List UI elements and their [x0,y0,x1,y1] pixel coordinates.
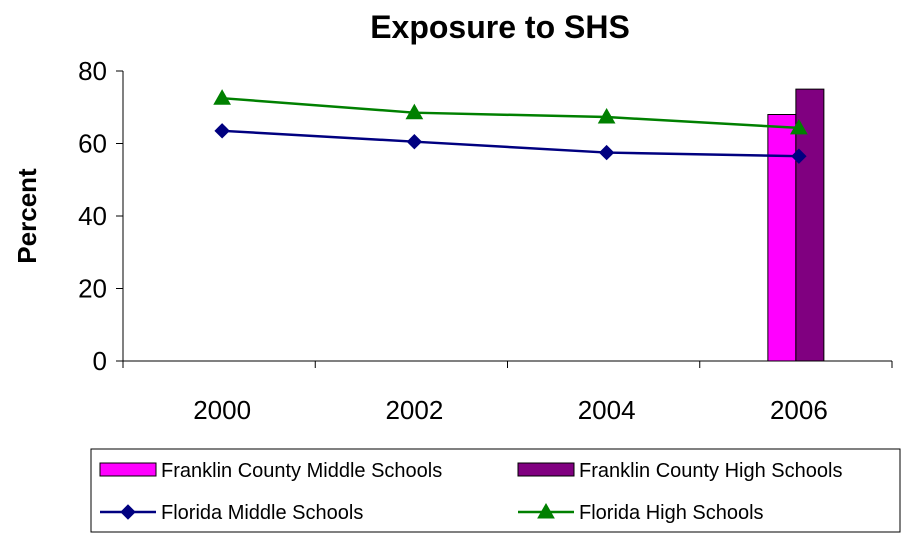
point-florida-middle-schools [598,144,615,161]
x-tick-label: 2002 [385,395,443,425]
line-florida-high-schools [222,96,799,130]
point-florida-high-schools [790,118,808,135]
bar-franklin-county-high-schools [795,88,825,362]
x-tick-label: 2000 [193,395,251,425]
point-florida-middle-schools [214,123,230,139]
point-florida-middle-schools [406,133,423,150]
y-tick-label: 0 [93,346,107,376]
legend-swatch-franklin-county-middle-schools [99,462,157,477]
line-florida-middle-schools [222,129,799,158]
x-tick-label: 2004 [578,395,636,425]
bar-franklin-county-middle-schools [767,114,797,362]
y-tick-label: 20 [78,274,107,304]
y-tick-label: 40 [78,201,107,231]
legend-swatch-franklin-county-high-schools [517,462,575,477]
legend-box [90,448,901,533]
legend: Franklin County Middle Schools Franklin C… [90,448,901,533]
legend-marker-florida-high-schools [537,502,555,519]
point-florida-high-schools [405,103,424,120]
y-tick-label: 60 [78,129,107,159]
point-florida-high-schools [213,89,231,105]
y-axis-label: Percent [12,168,42,264]
legend-marker-florida-middle-schools [120,504,136,520]
chart-title: Exposure to SHS [370,9,630,45]
legend-label-florida-high-schools: Florida High Schools [579,502,764,524]
legend-label-franklin-county-middle-schools: Franklin County Middle Schools [161,460,442,482]
y-tick-label: 80 [78,56,107,86]
point-florida-high-schools [597,108,616,124]
x-tick-label: 2006 [770,395,828,425]
plot-area: 0 20 40 60 80 2000 2002 2004 2006 [78,56,893,425]
legend-label-florida-middle-schools: Florida Middle Schools [161,502,363,524]
legend-label-franklin-county-high-schools: Franklin County High Schools [579,460,842,482]
point-florida-middle-schools [791,148,807,164]
